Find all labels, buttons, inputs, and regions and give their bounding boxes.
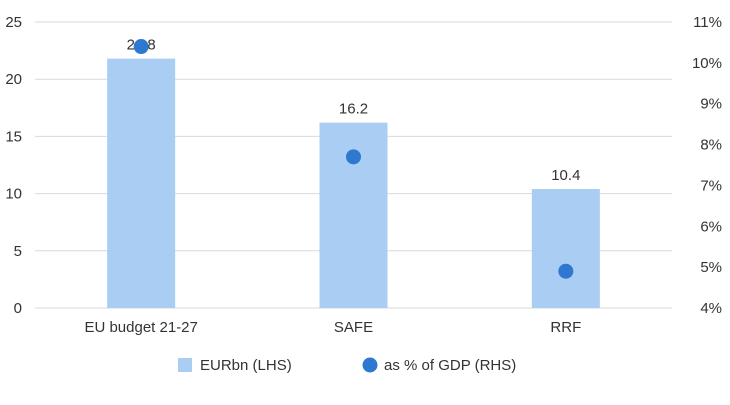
right-tick-label: 11%: [693, 14, 722, 31]
legend: EURbn (LHS) as % of GDP (RHS): [178, 357, 516, 374]
legend-dot-swatch: [362, 357, 378, 373]
right-tick-label: 5%: [700, 259, 722, 276]
dot: [346, 149, 361, 165]
left-tick-label: 20: [5, 71, 22, 88]
dot-series: [133, 39, 574, 279]
bar-data-label: 16.2: [339, 101, 368, 118]
left-tick-label: 5: [14, 243, 22, 260]
left-tick-label: 15: [5, 128, 22, 145]
left-tick-label: 10: [5, 186, 22, 203]
right-tick-label: 10%: [692, 55, 722, 72]
right-tick-label: 6%: [700, 218, 722, 235]
legend-bar-label: EURbn (LHS): [200, 357, 292, 374]
left-tick-label: 25: [5, 14, 22, 31]
bar-series: [107, 58, 600, 308]
legend-dot-label: as % of GDP (RHS): [384, 357, 516, 374]
bar-data-label: 10.4: [551, 167, 580, 184]
right-tick-label: 4%: [700, 300, 722, 317]
right-tick-label: 7%: [700, 177, 722, 194]
category-label: RRF: [550, 319, 581, 336]
category-label: SAFE: [334, 319, 373, 336]
right-axis: 4% 5% 6% 7% 8% 9% 10% 11%: [692, 14, 722, 317]
left-axis: 0 5 10 15 20 25: [5, 14, 22, 317]
data-labels: 21.816.210.4: [127, 37, 581, 184]
bar: [107, 58, 176, 308]
right-tick-label: 8%: [700, 137, 722, 154]
x-axis: EU budget 21-27 SAFE RRF: [84, 319, 581, 336]
dot: [558, 263, 574, 279]
legend-bar-swatch: [178, 358, 192, 372]
right-tick-label: 9%: [700, 96, 722, 113]
dot: [133, 39, 149, 55]
left-tick-label: 0: [14, 300, 22, 317]
category-label: EU budget 21-27: [84, 319, 197, 336]
bar: [531, 189, 600, 308]
